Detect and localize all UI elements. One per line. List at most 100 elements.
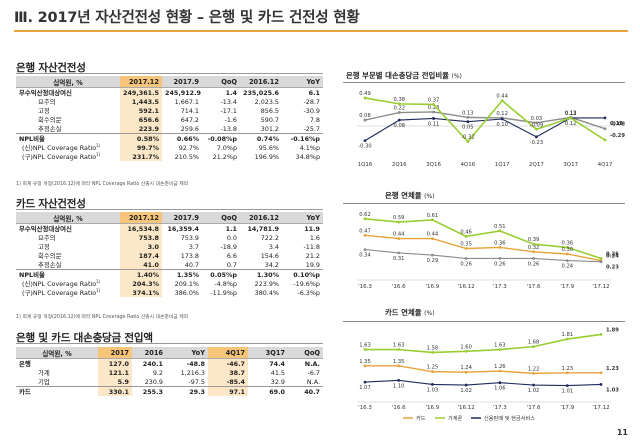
table-row: 기업 5.9 230.9 -97.5 -85.4 32.9 N.A.	[16, 377, 323, 387]
data-label: 0.12	[496, 111, 508, 117]
data-label: 0.11	[428, 121, 440, 127]
table-cell: N.A.	[288, 358, 323, 368]
data-label: 0.36	[494, 240, 506, 246]
column-header: QoQ	[202, 212, 240, 224]
table-cell: 5.9	[98, 377, 132, 387]
table-cell: -1.6	[224, 115, 237, 124]
table-cell: -4.8%p	[214, 279, 237, 288]
data-label: 0.22	[394, 106, 406, 112]
provision-table-title: 은행 및 카드 대손충당금 전입액	[16, 332, 153, 344]
data-point	[431, 218, 434, 222]
column-header: 2016	[132, 347, 166, 359]
data-point	[363, 96, 367, 100]
data-label: 0.26	[460, 261, 472, 267]
bank-table-note: 1) 회계 규정 개정(2016.12)에 따라 NPL Coverage Ra…	[16, 182, 189, 187]
data-label: 0.13	[462, 110, 474, 116]
column-header: YoY	[282, 76, 323, 88]
x-tick-label: 2Q16	[392, 162, 407, 168]
data-point	[532, 345, 535, 349]
table-cell: 330.1	[98, 386, 132, 396]
column-header: QoQ	[202, 76, 240, 88]
table-cell: 요주의	[38, 98, 56, 106]
chart2-title-text: 은행 연체율	[385, 191, 422, 200]
table-cell: 1.35%	[162, 269, 202, 279]
x-tick-label: 3Q16	[426, 162, 441, 168]
data-point	[464, 235, 468, 238]
series-line-1	[365, 365, 601, 375]
table-cell: -97.5	[188, 377, 205, 386]
table-cell: 3.7	[188, 242, 199, 251]
data-label: 0.35	[460, 242, 472, 248]
table-cell: 1.4	[202, 87, 240, 97]
x-tick-label: '17.9	[560, 284, 574, 290]
table-cell: 95.6%	[258, 143, 279, 152]
table-row: 무수익산정대상여신 16,534.8 16,359.4 1.1 14,781.9 11.9	[16, 223, 323, 233]
footnote-marker: 1)	[96, 152, 101, 158]
data-point	[498, 229, 502, 233]
x-tick-label: '16.12	[458, 284, 475, 290]
table-cell: 69.0	[248, 386, 288, 396]
table-cell: 231.7%	[120, 152, 162, 162]
table-cell: 714.1	[180, 106, 199, 115]
table-cell: 7.0%p	[216, 143, 237, 152]
data-label: 0.44	[496, 94, 508, 100]
table-cell: 0.58%	[120, 133, 162, 143]
table-cell: 14,781.9	[240, 223, 282, 233]
x-tick-label: '17.12	[592, 405, 609, 411]
data-label: 0.26	[606, 251, 619, 257]
table-cell: -46.7	[208, 358, 248, 368]
data-point	[432, 110, 435, 114]
data-point	[363, 348, 367, 351]
data-point	[466, 120, 470, 124]
table-cell: 1.1	[202, 223, 240, 233]
table-cell: 230.9	[144, 377, 163, 386]
data-label: 1.07	[359, 385, 371, 391]
table-row: 무수익산정대상여신 249,361.5 245,912.9 1.4 235,025.6 6…	[16, 87, 323, 97]
data-label: 1.60	[460, 344, 472, 350]
column-header: QoQ	[288, 347, 323, 359]
table-cell: -11.9%p	[210, 288, 237, 297]
card-table-note: 1) 회계 규정 개정(2016.12)에 따라 NPL Coverage Ra…	[16, 315, 189, 320]
data-point	[498, 257, 502, 260]
chart1-svg: 1Q16 2Q16 3Q16 4Q16 1Q17 2Q17 3Q17 4Q17 0.08 0.22…	[357, 91, 625, 168]
data-label: 1.89	[606, 327, 619, 333]
data-label: 1.63	[359, 343, 371, 349]
table-row: 회수의문 656.6 647.2 -1.6 590.7 7.8	[16, 115, 323, 124]
data-label: 1.81	[562, 332, 574, 338]
table-row: (구)NPL Coverage Ratio1) 231.7% 210.5% 21.2%…	[16, 152, 323, 162]
footnote-marker: 1)	[96, 279, 101, 284]
table-cell: 154.6	[260, 251, 279, 260]
data-label: -0.08	[610, 122, 625, 128]
table-cell: 은행	[16, 358, 98, 368]
table-cell: 235,025.6	[240, 87, 282, 97]
table-cell: -25.7	[303, 124, 320, 133]
data-point	[397, 348, 401, 351]
data-point	[599, 260, 603, 264]
chart2-rule	[343, 203, 625, 204]
data-point	[464, 257, 468, 260]
table-cell: 0.10%p	[282, 269, 323, 279]
data-point	[363, 380, 367, 384]
data-point	[397, 378, 401, 382]
table-cell: 9.2	[152, 368, 163, 377]
data-point	[500, 99, 504, 103]
table-cell: 가계	[38, 369, 50, 377]
table-cell: 592.1	[120, 106, 162, 115]
data-label: 1.25	[427, 365, 439, 371]
data-point	[464, 247, 468, 250]
table-cell: 무수익산정대상여신	[16, 87, 120, 97]
chart3-title-text: 카드 연체율	[385, 308, 422, 317]
table-row: NPL비율 0.58% 0.66% -0.08%p 0.74% -0.16%p	[16, 133, 323, 143]
table-row: 요주의 1,443.5 1,667.1 -13.4 2,023.5 -28.7	[16, 97, 323, 106]
data-label: 1.63	[393, 343, 405, 349]
card-table-title: 카드 자산건전성	[16, 198, 86, 210]
data-label: 0.24	[562, 264, 574, 270]
table-cell: -0.16%p	[282, 133, 323, 143]
data-label: 1.02	[460, 388, 472, 394]
page-title: Ⅲ. 2017년 자산건전성 현황 – 은행 및 카드 건전성 현황	[14, 10, 360, 26]
table-cell: 추정손실	[38, 125, 62, 133]
chart3-svg: '16.3 '16.6 '16.9 '16.12 '17.3 '17.6 '17.9 '17.…	[357, 327, 619, 422]
table-row: 요주의 753.8 753.9 0.0 722.2 1.6	[16, 233, 323, 242]
footnote-marker: 1)	[96, 143, 101, 148]
table-cell: 무수익산정대상여신	[16, 223, 120, 233]
